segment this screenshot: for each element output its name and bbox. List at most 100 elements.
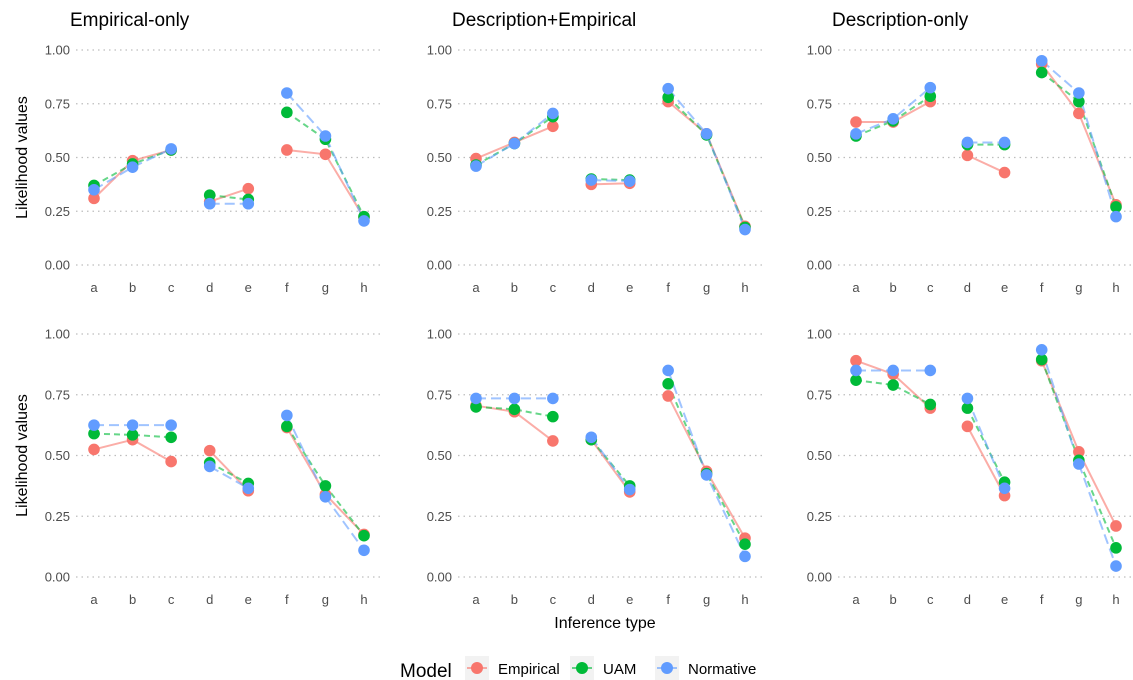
y-tick-label: 0.50 bbox=[45, 448, 70, 463]
series-line-uam bbox=[1041, 71, 1117, 208]
data-point-normative bbox=[998, 136, 1011, 149]
data-point-normative bbox=[281, 87, 293, 99]
data-point-uam bbox=[924, 398, 937, 411]
data-point-uam bbox=[281, 106, 293, 119]
data-point-normative bbox=[358, 544, 370, 557]
x-tick-label: f bbox=[285, 592, 289, 607]
y-tick-label: 0.50 bbox=[807, 150, 832, 165]
y-tick-label: 0.50 bbox=[427, 150, 452, 165]
data-point-uam bbox=[1110, 542, 1122, 554]
data-point-uam bbox=[88, 427, 100, 440]
x-tick-label: e bbox=[245, 592, 252, 607]
data-point-uam bbox=[126, 429, 139, 441]
data-point-normative bbox=[88, 419, 100, 431]
legend-key-point bbox=[661, 662, 673, 674]
data-point-normative bbox=[126, 161, 139, 173]
data-point-normative bbox=[739, 223, 751, 236]
data-point-empirical bbox=[961, 420, 974, 433]
data-point-empirical bbox=[319, 148, 332, 161]
x-tick-label: c bbox=[550, 592, 557, 607]
data-point-uam bbox=[662, 91, 674, 104]
data-point-normative bbox=[319, 130, 332, 142]
data-point-normative bbox=[242, 197, 255, 210]
data-point-normative bbox=[165, 143, 177, 155]
y-tick-label: 0.50 bbox=[45, 150, 70, 165]
data-point-empirical bbox=[850, 354, 862, 367]
x-tick-label: b bbox=[890, 592, 897, 607]
data-point-normative bbox=[924, 81, 937, 94]
y-tick-label: 0.75 bbox=[807, 387, 832, 402]
x-tick-label: a bbox=[90, 280, 98, 295]
x-tick-label: h bbox=[741, 592, 748, 607]
x-tick-label: a bbox=[852, 280, 860, 295]
y-tick-label: 0.00 bbox=[45, 258, 70, 273]
x-tick-label: e bbox=[1001, 592, 1008, 607]
data-point-normative bbox=[623, 175, 636, 187]
x-tick-label: b bbox=[511, 280, 518, 295]
x-tick-label: a bbox=[472, 592, 480, 607]
series-line-uam bbox=[209, 461, 249, 485]
y-tick-label: 0.00 bbox=[45, 570, 70, 585]
series-line-uam bbox=[667, 96, 746, 228]
series-line-empirical bbox=[590, 439, 631, 493]
data-point-normative bbox=[961, 136, 974, 149]
data-point-uam bbox=[739, 538, 751, 550]
x-tick-label: g bbox=[1075, 592, 1082, 607]
data-point-empirical bbox=[88, 443, 100, 456]
x-tick-label: b bbox=[890, 280, 897, 295]
data-point-normative bbox=[1035, 343, 1048, 356]
x-tick-label: b bbox=[511, 592, 518, 607]
y-tick-label: 1.00 bbox=[807, 43, 832, 58]
data-point-normative bbox=[585, 431, 598, 444]
series-line-uam bbox=[286, 111, 365, 218]
x-tick-label: e bbox=[626, 280, 633, 295]
y-tick-label: 0.00 bbox=[807, 258, 832, 273]
data-point-uam bbox=[1110, 201, 1122, 213]
data-point-uam bbox=[924, 90, 937, 103]
data-point-normative bbox=[850, 364, 862, 377]
data-point-empirical bbox=[88, 192, 100, 205]
data-point-normative bbox=[1073, 458, 1085, 470]
data-point-empirical bbox=[165, 455, 177, 468]
data-point-normative bbox=[924, 364, 937, 377]
data-point-empirical bbox=[547, 435, 559, 447]
series-line-empirical bbox=[209, 187, 249, 203]
data-point-uam bbox=[1035, 66, 1048, 79]
data-point-normative bbox=[961, 392, 974, 405]
x-tick-label: c bbox=[927, 592, 934, 607]
data-point-normative bbox=[623, 483, 636, 496]
data-point-normative bbox=[887, 364, 899, 377]
data-point-normative bbox=[700, 469, 713, 481]
data-point-uam bbox=[1035, 353, 1048, 366]
data-point-uam bbox=[961, 402, 974, 414]
x-tick-label: h bbox=[360, 280, 367, 295]
data-point-normative bbox=[281, 409, 293, 422]
data-point-uam bbox=[547, 410, 559, 423]
data-point-normative bbox=[319, 491, 332, 503]
x-tick-label: g bbox=[322, 592, 329, 607]
y-tick-label: 0.25 bbox=[45, 509, 70, 524]
data-point-uam bbox=[508, 403, 521, 416]
data-point-normative bbox=[1035, 54, 1048, 67]
data-point-empirical bbox=[662, 390, 674, 402]
y-axis-label: Likelihood values bbox=[14, 96, 31, 219]
y-tick-label: 0.75 bbox=[45, 96, 70, 111]
data-point-normative bbox=[508, 392, 521, 405]
data-point-normative bbox=[508, 137, 521, 150]
legend-key-point bbox=[471, 662, 483, 674]
series-line-uam bbox=[855, 379, 931, 406]
y-tick-label: 0.25 bbox=[807, 204, 832, 219]
x-axis-label: Inference type bbox=[554, 615, 656, 632]
x-tick-label: e bbox=[245, 280, 252, 295]
series-line-normative bbox=[667, 88, 746, 230]
data-point-empirical bbox=[961, 149, 974, 162]
x-tick-label: c bbox=[550, 280, 557, 295]
legend-key-point bbox=[576, 662, 588, 674]
y-tick-label: 0.25 bbox=[427, 509, 452, 524]
series-line-normative bbox=[591, 179, 630, 183]
data-point-empirical bbox=[1073, 446, 1085, 458]
panel-title: Description+Empirical bbox=[452, 10, 636, 31]
data-point-normative bbox=[547, 107, 559, 120]
x-tick-label: e bbox=[626, 592, 633, 607]
